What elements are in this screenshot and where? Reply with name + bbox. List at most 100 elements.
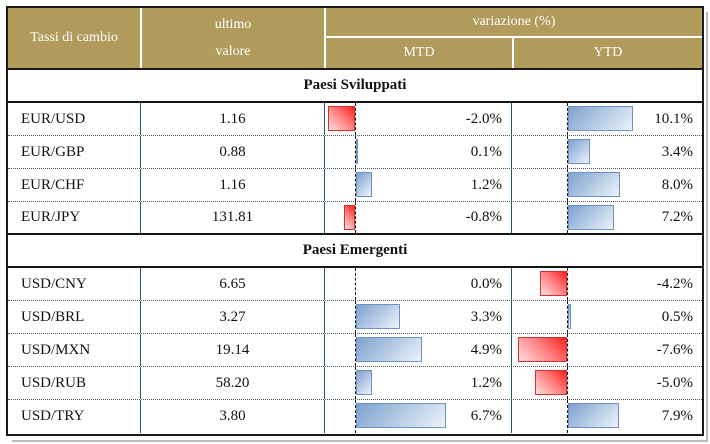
mtd-value: 0.1% bbox=[470, 143, 502, 160]
header-cell-variazione: variazione (%) MTD YTD bbox=[324, 8, 702, 68]
positive-data-bar bbox=[568, 139, 590, 164]
negative-data-bar bbox=[328, 106, 355, 131]
mtd-value: 1.2% bbox=[470, 176, 502, 193]
zero-axis-line bbox=[567, 268, 568, 300]
ytd-value: 0.5% bbox=[661, 308, 693, 325]
ytd-cell: -5.0% bbox=[511, 367, 702, 399]
table-row: EUR/JPY 131.81 -0.8% 7.2% bbox=[8, 202, 702, 235]
mtd-cell: 6.7% bbox=[324, 400, 511, 433]
table-row: EUR/USD 1.16 -2.0% 10.1% bbox=[8, 103, 702, 136]
negative-data-bar bbox=[534, 370, 567, 395]
section-title: Paesi Sviluppati bbox=[303, 77, 407, 93]
negative-data-bar bbox=[517, 337, 567, 362]
header-subrow: MTD YTD bbox=[326, 38, 702, 68]
positive-data-bar bbox=[356, 370, 373, 395]
table-row: EUR/GBP 0.88 0.1% 3.4% bbox=[8, 136, 702, 169]
header-label-ultimo: ultimo bbox=[214, 17, 252, 32]
mtd-cell: 0.0% bbox=[324, 268, 511, 300]
table-header: Tassi di cambio ultimo valore variazione… bbox=[8, 8, 702, 70]
zero-axis-line bbox=[567, 334, 568, 366]
positive-data-bar bbox=[568, 304, 572, 329]
last-value-cell: 3.80 bbox=[140, 400, 324, 433]
currency-pair-cell: EUR/CHF bbox=[21, 176, 85, 193]
positive-data-bar bbox=[356, 403, 446, 428]
table-row: EUR/CHF 1.16 1.2% 8.0% bbox=[8, 169, 702, 202]
mtd-value: -2.0% bbox=[465, 110, 502, 127]
last-value-cell: 1.16 bbox=[140, 103, 324, 135]
mtd-cell: 1.2% bbox=[324, 169, 511, 201]
positive-data-bar bbox=[356, 172, 373, 197]
positive-data-bar bbox=[568, 106, 634, 131]
table-row: USD/MXN 19.14 4.9% -7.6% bbox=[8, 334, 702, 367]
ytd-value: -5.0% bbox=[656, 374, 693, 391]
positive-data-bar bbox=[356, 337, 422, 362]
zero-axis-line bbox=[355, 103, 356, 135]
ytd-cell: -4.2% bbox=[511, 268, 702, 300]
positive-data-bar bbox=[356, 304, 401, 329]
ytd-cell: 3.4% bbox=[511, 136, 702, 168]
last-value-cell: 58.20 bbox=[140, 367, 324, 399]
shadow-right-line bbox=[706, 12, 708, 442]
section-header-row: Paesi Sviluppati bbox=[8, 70, 702, 103]
table-body: Paesi Sviluppati EUR/USD 1.16 -2.0% 10.1% EUR… bbox=[8, 70, 702, 433]
ytd-cell: 10.1% bbox=[511, 103, 702, 135]
last-value-cell: 0.88 bbox=[140, 136, 324, 168]
header-label-tassi-di-cambio: Tassi di cambio bbox=[30, 30, 118, 45]
currency-pair-cell: USD/BRL bbox=[21, 308, 85, 325]
ytd-value: 8.0% bbox=[661, 176, 693, 193]
last-value-cell: 3.27 bbox=[140, 301, 324, 333]
zero-axis-line bbox=[355, 202, 356, 233]
last-value-cell: 1.16 bbox=[140, 169, 324, 201]
zero-axis-line bbox=[567, 367, 568, 399]
mtd-value: 6.7% bbox=[470, 408, 502, 424]
ytd-value: -4.2% bbox=[656, 275, 693, 292]
last-value-cell: 131.81 bbox=[140, 202, 324, 233]
header-label-ytd: YTD bbox=[512, 38, 702, 68]
positive-data-bar bbox=[568, 172, 620, 197]
table-row: USD/TRY 3.80 6.7% 7.9% bbox=[8, 400, 702, 433]
positive-data-bar bbox=[356, 139, 358, 164]
mtd-cell: -2.0% bbox=[324, 103, 511, 135]
mtd-cell: 4.9% bbox=[324, 334, 511, 366]
mtd-value: -0.8% bbox=[465, 209, 502, 225]
currency-pair-cell: USD/CNY bbox=[21, 275, 87, 292]
ytd-cell: 7.2% bbox=[511, 202, 702, 233]
ytd-value: -7.6% bbox=[656, 341, 693, 358]
table-row: USD/BRL 3.27 3.3% 0.5% bbox=[8, 301, 702, 334]
ytd-value: 3.4% bbox=[661, 143, 693, 160]
last-value-cell: 6.65 bbox=[140, 268, 324, 300]
exchange-rates-table: Tassi di cambio ultimo valore variazione… bbox=[6, 6, 704, 436]
last-value-cell: 19.14 bbox=[140, 334, 324, 366]
ytd-cell: 7.9% bbox=[511, 400, 702, 433]
header-label-variazione: variazione (%) bbox=[326, 8, 702, 38]
ytd-cell: 8.0% bbox=[511, 169, 702, 201]
mtd-value: 0.0% bbox=[470, 275, 502, 292]
table-row: USD/CNY 6.65 0.0% -4.2% bbox=[8, 268, 702, 301]
positive-data-bar bbox=[568, 403, 619, 428]
header-cell-ultimo-valore: ultimo valore bbox=[140, 8, 324, 68]
mtd-value: 1.2% bbox=[470, 374, 502, 391]
section-title: Paesi Emergenti bbox=[302, 242, 408, 258]
mtd-value: 4.9% bbox=[470, 341, 502, 358]
currency-pair-cell: USD/TRY bbox=[21, 408, 85, 424]
negative-data-bar bbox=[344, 205, 355, 230]
ytd-cell: -7.6% bbox=[511, 334, 702, 366]
currency-pair-cell: USD/MXN bbox=[21, 341, 91, 358]
currency-pair-cell: EUR/JPY bbox=[21, 209, 81, 225]
mtd-cell: 0.1% bbox=[324, 136, 511, 168]
header-cell-tassi-di-cambio: Tassi di cambio bbox=[8, 8, 140, 68]
table-row: USD/RUB 58.20 1.2% -5.0% bbox=[8, 367, 702, 400]
ytd-cell: 0.5% bbox=[511, 301, 702, 333]
header-label-valore: valore bbox=[215, 44, 251, 59]
positive-data-bar bbox=[568, 205, 615, 230]
currency-pair-cell: EUR/GBP bbox=[21, 143, 85, 160]
ytd-value: 10.1% bbox=[654, 110, 693, 127]
ytd-value: 7.2% bbox=[661, 209, 693, 225]
mtd-cell: -0.8% bbox=[324, 202, 511, 233]
ytd-value: 7.9% bbox=[661, 408, 693, 424]
shadow-bottom-line bbox=[12, 440, 708, 442]
section-header-row: Paesi Emergenti bbox=[8, 235, 702, 268]
zero-axis-line bbox=[355, 268, 356, 300]
header-label-mtd: MTD bbox=[403, 45, 435, 60]
mtd-value: 3.3% bbox=[470, 308, 502, 325]
